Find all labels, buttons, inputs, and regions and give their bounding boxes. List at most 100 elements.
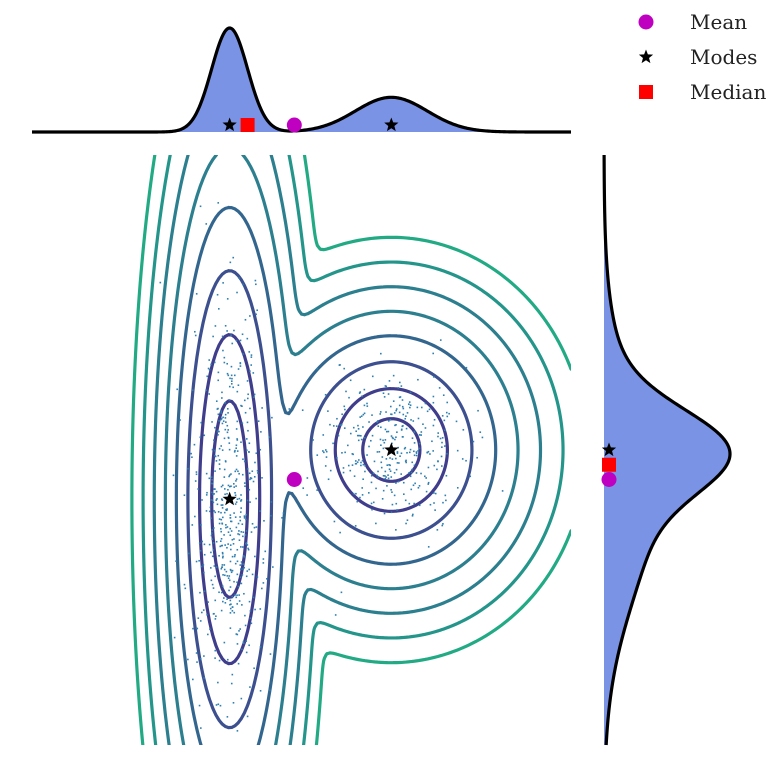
- sample-point: [240, 441, 242, 443]
- sample-point: [322, 450, 324, 452]
- sample-point: [410, 419, 412, 421]
- sample-point: [217, 430, 219, 432]
- sample-point: [227, 488, 229, 491]
- sample-point: [252, 596, 255, 599]
- sample-point: [302, 487, 305, 489]
- sample-point: [218, 468, 221, 470]
- sample-point: [213, 510, 215, 512]
- sample-point: [202, 564, 205, 566]
- sample-point: [395, 408, 398, 410]
- sample-point: [233, 580, 235, 583]
- sample-point: [211, 421, 213, 423]
- sample-point: [227, 577, 230, 580]
- sample-point: [347, 444, 349, 447]
- sample-point: [254, 279, 257, 282]
- sample-point: [221, 552, 224, 555]
- sample-point: [212, 587, 215, 589]
- sample-point: [425, 490, 428, 493]
- sample-point: [245, 518, 247, 521]
- sample-point: [400, 452, 403, 455]
- sample-point: [243, 517, 246, 519]
- sample-point: [442, 394, 445, 397]
- sample-point: [199, 436, 202, 439]
- sample-point: [218, 522, 221, 525]
- sample-point: [391, 442, 393, 445]
- sample-point: [245, 438, 248, 440]
- sample-point: [218, 308, 220, 310]
- sample-point: [243, 555, 245, 557]
- sample-point: [216, 408, 219, 410]
- sample-point: [232, 701, 235, 704]
- sample-point: [336, 417, 338, 420]
- sample-point: [432, 395, 435, 398]
- sample-point: [221, 391, 223, 394]
- sample-point: [248, 472, 251, 475]
- sample-point: [387, 393, 390, 395]
- sample-point: [235, 478, 238, 480]
- sample-point: [249, 477, 252, 479]
- sample-point: [225, 570, 228, 573]
- sample-point: [380, 466, 383, 469]
- sample-point: [220, 418, 222, 421]
- sample-point: [443, 429, 446, 432]
- sample-points: [159, 202, 504, 732]
- sample-point: [397, 446, 399, 449]
- sample-point: [230, 682, 233, 685]
- sample-point: [361, 487, 364, 489]
- sample-point: [198, 559, 200, 562]
- sample-point: [211, 532, 213, 534]
- sample-point: [446, 415, 449, 418]
- sample-point: [354, 460, 357, 462]
- sample-point: [389, 464, 391, 467]
- sample-point: [218, 659, 221, 662]
- sample-point: [261, 587, 263, 590]
- sample-point: [229, 599, 232, 602]
- sample-point: [229, 586, 232, 588]
- sample-point: [341, 452, 343, 454]
- sample-point: [382, 489, 385, 492]
- sample-point: [209, 506, 212, 509]
- sample-point: [420, 406, 423, 409]
- sample-point: [230, 571, 233, 574]
- sample-point: [282, 512, 285, 514]
- sample-point: [382, 447, 385, 450]
- legend-item: Median: [639, 80, 766, 104]
- sample-point: [364, 465, 366, 467]
- sample-point: [395, 529, 397, 531]
- sample-point: [226, 658, 229, 661]
- sample-point: [477, 409, 479, 412]
- sample-point: [221, 335, 224, 338]
- sample-point: [387, 420, 390, 422]
- sample-point: [224, 574, 226, 577]
- sample-point: [245, 640, 247, 642]
- sample-point: [241, 422, 244, 425]
- sample-point: [339, 424, 342, 426]
- sample-point: [221, 522, 223, 525]
- sample-point: [200, 421, 203, 424]
- sample-point: [381, 456, 384, 458]
- sample-point: [220, 485, 223, 488]
- sample-point: [241, 604, 243, 606]
- sample-point: [370, 439, 372, 442]
- sample-point: [236, 633, 239, 636]
- sample-point: [385, 476, 387, 478]
- sample-point: [244, 318, 247, 321]
- sample-point: [242, 353, 244, 355]
- sample-point: [232, 256, 235, 259]
- sample-point: [337, 434, 340, 437]
- sample-point: [203, 677, 205, 679]
- sample-point: [227, 374, 230, 377]
- sample-point: [399, 396, 402, 398]
- sample-point: [237, 384, 240, 387]
- sample-point: [208, 477, 211, 480]
- sample-point: [241, 648, 243, 651]
- sample-point: [183, 494, 186, 497]
- sample-point: [215, 540, 218, 543]
- sample-point: [359, 391, 362, 393]
- sample-point: [390, 488, 392, 491]
- sample-point: [501, 490, 504, 492]
- sample-point: [394, 438, 396, 441]
- sample-point: [440, 455, 443, 458]
- sample-point: [424, 475, 426, 478]
